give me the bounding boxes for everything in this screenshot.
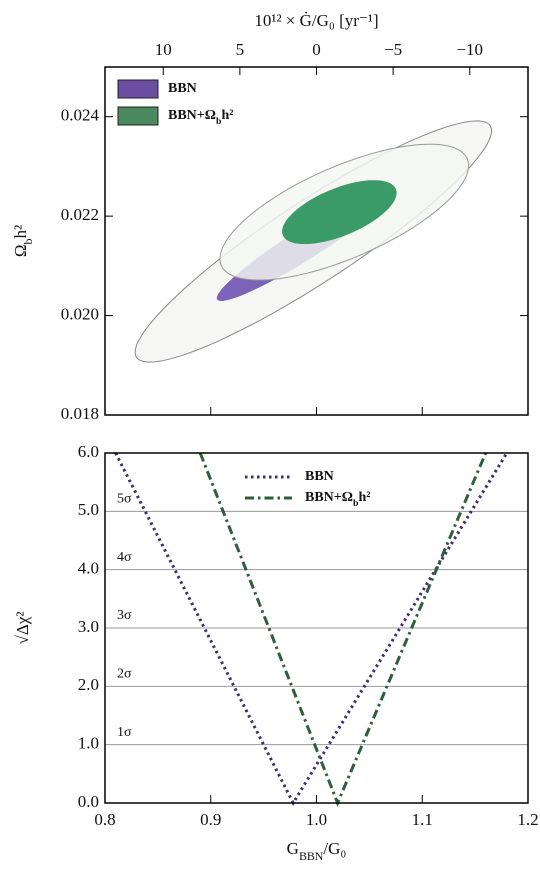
x2-tick-label: 5 (236, 40, 245, 59)
x2-tick-label: 0 (312, 40, 321, 59)
label-part: b (216, 116, 222, 127)
y-tick-label: 0.022 (61, 205, 99, 224)
sigma-label: 4σ (117, 550, 132, 565)
label-part: b (21, 238, 35, 244)
y-tick-label: 5.0 (78, 500, 99, 519)
y-tick-label: 6.0 (78, 442, 99, 461)
label-part: /G₀ (323, 839, 346, 858)
x-tick-label: 1.0 (306, 810, 327, 829)
legend-label: BBN (168, 81, 197, 96)
sigma-label: 5σ (117, 492, 132, 507)
legend-label: BBN+Ωbh² (305, 490, 370, 509)
sigma-label: 1σ (117, 725, 132, 740)
y-tick-label: 0.018 (61, 404, 99, 423)
label-part: h² (358, 490, 370, 505)
x-tick-label: 0.9 (200, 810, 221, 829)
label-part: G (287, 839, 299, 858)
y-tick-label: 0.020 (61, 304, 99, 323)
x-tick-label: 1.1 (412, 810, 433, 829)
label-part: BBN (305, 469, 334, 484)
x-tick-label: 1.2 (517, 810, 538, 829)
y-tick-label: 1.0 (78, 734, 99, 753)
contour (282, 180, 397, 245)
y-tick-label: 4.0 (78, 559, 99, 578)
label-part: BBN+Ω (168, 108, 216, 123)
label-part: BBN (168, 81, 197, 96)
y-tick-label: 0.024 (61, 106, 100, 125)
label-part: h² (221, 108, 233, 123)
label-part: BBN+Ω (305, 490, 353, 505)
legend-swatch (117, 79, 159, 99)
legend-label: BBN (305, 469, 334, 484)
y-tick-label: 0.0 (78, 792, 99, 811)
label-part: b (353, 498, 359, 509)
x2-tick-label: −5 (384, 40, 402, 59)
x-tick-label: 0.8 (94, 810, 115, 829)
y-tick-label: 2.0 (78, 675, 99, 694)
x2-axis-label: 10¹² × Ġ/G₀ [yr⁻¹] (254, 11, 378, 30)
x-axis-label: GBBN/G₀ (287, 839, 347, 863)
sigma-label: 3σ (117, 608, 132, 623)
label-part: Ω (11, 244, 30, 257)
label-part: h² (11, 225, 30, 239)
x2-tick-label: 10 (155, 40, 172, 59)
label-part: BBN (299, 849, 324, 863)
y-axis-label: √Δχ² (13, 612, 32, 645)
sigma-label: 2σ (117, 667, 132, 682)
legend-label: BBN+Ωbh² (168, 108, 233, 127)
y-axis-label: Ωbh² (11, 225, 35, 257)
legend-swatch (117, 106, 159, 126)
x2-tick-label: −10 (456, 40, 483, 59)
y-tick-label: 3.0 (78, 617, 99, 636)
